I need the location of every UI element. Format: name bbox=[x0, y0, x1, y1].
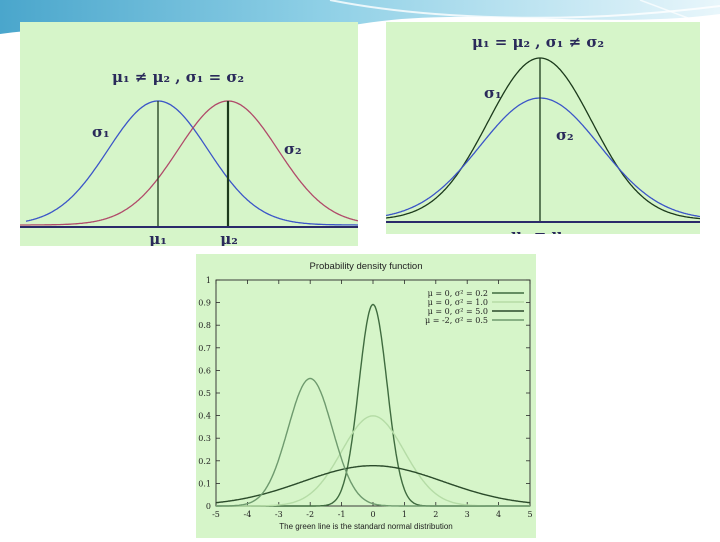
panel-a-title: μ₁ ≠ μ₂ , σ₁ = σ₂ bbox=[112, 68, 244, 86]
curve-sigma1 bbox=[385, 57, 701, 220]
chart-caption: The green line is the standard normal di… bbox=[279, 522, 452, 531]
series-line bbox=[216, 377, 530, 507]
y-tick-label: 0.1 bbox=[198, 479, 211, 488]
panel-b-title: μ₁ = μ₂ , σ₁ ≠ σ₂ bbox=[472, 33, 604, 51]
label-mu-equal: μ₁ = μ₂ bbox=[511, 226, 569, 234]
curve-sigma1 bbox=[25, 100, 358, 226]
x-tick-label: -4 bbox=[244, 510, 252, 519]
y-tick-label: 0.7 bbox=[198, 344, 211, 353]
panel-different-means: μ₁ ≠ μ₂ , σ₁ = σ₂ σ₁ σ₂ μ₁ μ₂ bbox=[20, 22, 359, 248]
curve-sigma2 bbox=[20, 100, 359, 226]
pdf-chart-panel: Probability density function -5 -4 -3 -2 -1 0… bbox=[196, 254, 536, 538]
legend-label: μ = 0, σ² = 5.0 bbox=[428, 307, 488, 316]
banner-streak bbox=[639, 0, 720, 31]
label-mu2: μ₂ bbox=[220, 230, 238, 246]
x-tick-label: 2 bbox=[433, 510, 438, 519]
label-sigma1: σ₁ bbox=[92, 123, 110, 141]
x-tick-label: 5 bbox=[527, 510, 532, 519]
banner-streak bbox=[329, 0, 720, 19]
x-tick-label: -5 bbox=[212, 510, 220, 519]
y-tick-label: 0.2 bbox=[198, 457, 211, 466]
y-tick-label: 0.9 bbox=[198, 299, 211, 308]
label-sigma2: σ₂ bbox=[556, 126, 574, 144]
curve-sigma2 bbox=[385, 97, 701, 218]
y-tick-label: 0.3 bbox=[198, 434, 211, 443]
panel-different-sigmas: μ₁ = μ₂ , σ₁ ≠ σ₂ σ₁ σ₂ μ₁ = μ₂ bbox=[385, 22, 701, 244]
y-tick-label: 0.8 bbox=[198, 321, 211, 330]
label-sigma2: σ₂ bbox=[284, 140, 302, 158]
y-tick-label: 0.4 bbox=[198, 412, 211, 421]
legend-label: μ = 0, σ² = 1.0 bbox=[428, 298, 488, 307]
x-tick-label: -3 bbox=[275, 510, 283, 519]
pdf-chart: Probability density function -5 -4 -3 -2 -1 0… bbox=[198, 261, 532, 531]
x-tick-label: -2 bbox=[306, 510, 314, 519]
y-tick-label: 0.5 bbox=[198, 389, 211, 398]
x-tick-label: 0 bbox=[370, 510, 375, 519]
legend-label: μ = 0, σ² = 0.2 bbox=[428, 289, 488, 298]
y-tick-label: 0 bbox=[206, 502, 211, 511]
legend-label: μ = -2, σ² = 0.5 bbox=[425, 316, 488, 325]
chart-title: Probability density function bbox=[309, 261, 422, 272]
y-tick-label: 1 bbox=[206, 276, 211, 285]
label-sigma1: σ₁ bbox=[484, 84, 502, 102]
series-line bbox=[216, 303, 530, 507]
series-line bbox=[215, 465, 531, 504]
x-tick-label: 4 bbox=[496, 510, 501, 519]
panel-b-plot: μ₁ = μ₂ , σ₁ ≠ σ₂ σ₁ σ₂ μ₁ = μ₂ bbox=[385, 33, 701, 244]
x-tick-label: 1 bbox=[402, 510, 407, 519]
y-tick-label: 0.6 bbox=[198, 366, 211, 375]
x-tick-label: -1 bbox=[338, 510, 346, 519]
x-tick-label: 3 bbox=[465, 510, 470, 519]
label-mu1: μ₁ bbox=[149, 230, 167, 246]
panel-a-plot: μ₁ ≠ μ₂ , σ₁ = σ₂ σ₁ σ₂ μ₁ μ₂ bbox=[20, 68, 359, 248]
